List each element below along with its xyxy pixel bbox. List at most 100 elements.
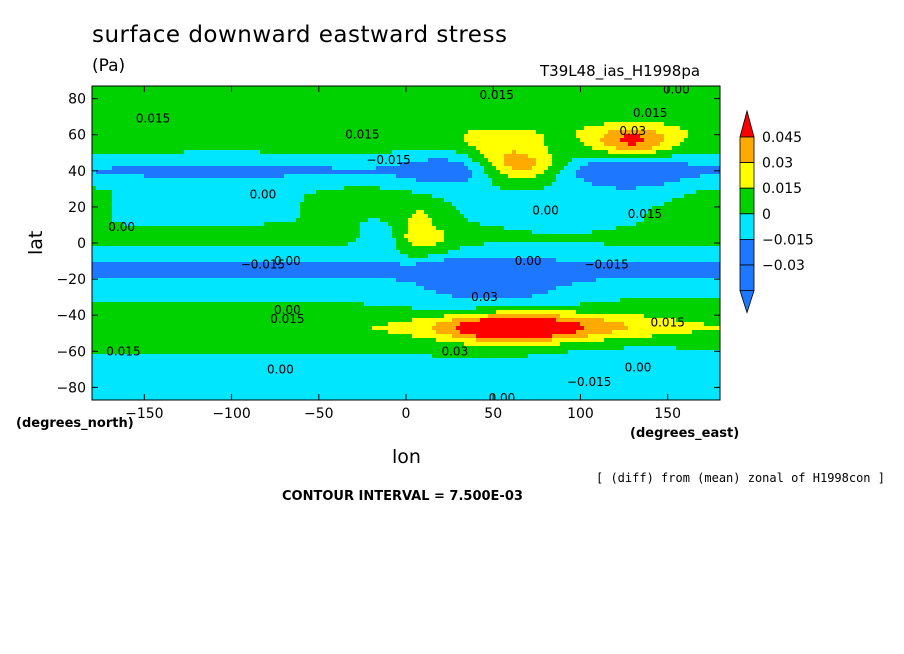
field-cell	[148, 194, 153, 199]
field-cell	[352, 126, 357, 131]
field-cell	[464, 90, 469, 95]
field-cell	[104, 90, 109, 95]
field-cell	[272, 210, 277, 215]
field-cell	[484, 118, 489, 123]
field-cell	[484, 134, 489, 139]
field-cell	[688, 202, 693, 207]
field-cell	[360, 198, 365, 203]
field-cell	[364, 166, 369, 171]
field-cell	[260, 98, 265, 103]
field-cell	[604, 178, 609, 183]
field-cell	[412, 186, 417, 191]
field-cell	[116, 158, 121, 163]
field-cell	[292, 202, 297, 207]
field-cell	[692, 198, 697, 203]
field-cell	[436, 110, 441, 115]
field-cell	[416, 174, 421, 179]
field-cell	[280, 198, 285, 203]
field-cell	[364, 102, 369, 107]
field-cell	[512, 174, 517, 179]
field-cell	[672, 170, 677, 175]
field-cell	[340, 98, 345, 103]
field-cell	[608, 138, 613, 143]
field-cell	[244, 102, 249, 107]
field-cell	[492, 166, 497, 171]
field-cell	[380, 150, 385, 155]
field-cell	[260, 142, 265, 147]
field-cell	[500, 198, 505, 203]
field-cell	[560, 134, 565, 139]
field-cell	[640, 194, 645, 199]
field-cell	[148, 150, 153, 155]
field-cell	[588, 130, 593, 135]
field-cell	[296, 150, 301, 155]
field-cell	[228, 122, 233, 127]
field-cell	[572, 126, 577, 131]
field-cell	[372, 130, 377, 135]
field-cell	[472, 202, 477, 207]
field-cell	[160, 86, 165, 91]
field-cell	[328, 126, 333, 131]
field-cell	[316, 146, 321, 151]
field-cell	[496, 182, 501, 187]
field-cell	[652, 90, 657, 95]
field-cell	[384, 98, 389, 103]
field-cell	[244, 90, 249, 95]
field-cell	[444, 130, 449, 135]
field-cell	[256, 134, 261, 139]
field-cell	[220, 190, 225, 195]
field-cell	[124, 130, 129, 135]
field-cell	[604, 162, 609, 167]
field-cell	[476, 134, 481, 139]
field-cell	[672, 98, 677, 103]
field-cell	[408, 142, 413, 147]
field-cell	[312, 114, 317, 119]
field-cell	[412, 134, 417, 139]
field-cell	[336, 102, 341, 107]
field-cell	[92, 158, 97, 163]
field-cell	[604, 206, 609, 211]
field-cell	[592, 178, 597, 183]
field-cell	[284, 210, 289, 215]
field-cell	[284, 182, 289, 187]
field-cell	[360, 174, 365, 179]
field-cell	[216, 114, 221, 119]
field-cell	[116, 178, 121, 183]
field-cell	[604, 126, 609, 131]
field-cell	[112, 210, 117, 215]
field-cell	[504, 174, 509, 179]
field-cell	[348, 118, 353, 123]
field-cell	[488, 138, 493, 143]
field-cell	[212, 138, 217, 143]
field-cell	[124, 138, 129, 143]
field-cell	[640, 162, 645, 167]
field-cell	[716, 86, 720, 91]
field-cell	[252, 174, 257, 179]
field-cell	[516, 126, 521, 131]
field-cell	[212, 114, 217, 119]
field-cell	[516, 186, 521, 191]
field-cell	[420, 102, 425, 107]
field-cell	[148, 158, 153, 163]
field-cell	[412, 90, 417, 95]
field-cell	[216, 210, 221, 215]
field-cell	[604, 134, 609, 139]
field-cell	[688, 198, 693, 203]
field-cell	[228, 126, 233, 131]
field-cell	[248, 90, 253, 95]
field-cell	[476, 166, 481, 171]
field-cell	[368, 198, 373, 203]
field-cell	[392, 178, 397, 183]
field-cell	[476, 122, 481, 127]
field-cell	[260, 206, 265, 211]
field-cell	[704, 174, 709, 179]
field-cell	[324, 202, 329, 207]
field-cell	[488, 194, 493, 199]
field-cell	[560, 142, 565, 147]
field-cell	[224, 158, 229, 163]
field-cell	[384, 94, 389, 99]
field-cell	[248, 122, 253, 127]
field-cell	[248, 134, 253, 139]
field-cell	[488, 186, 493, 191]
field-cell	[372, 154, 377, 159]
